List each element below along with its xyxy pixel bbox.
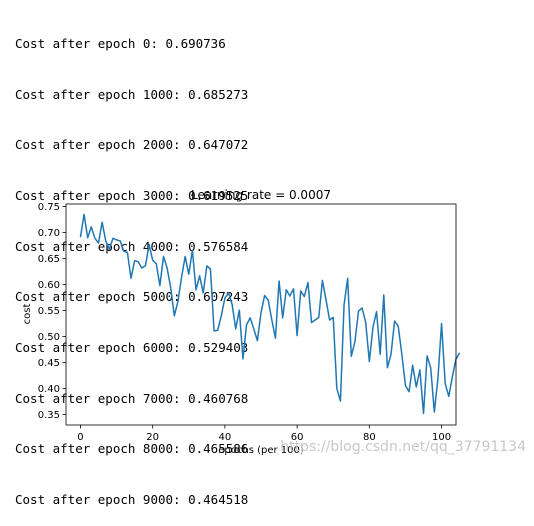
log-line: Cost after epoch 8000: 0.465586 (15, 441, 249, 457)
log-line: Cost after epoch 2000: 0.647072 (15, 137, 249, 153)
x-tick-label: 40 (219, 432, 232, 443)
x-axis-label: epochs (per 100) (218, 445, 304, 456)
y-tick-label: 0.50 (38, 332, 60, 343)
x-tick-label: 80 (363, 432, 376, 443)
cost-series-line (79, 213, 461, 415)
log-line: Cost after epoch 3000: 0.619525 (15, 187, 249, 203)
y-tick-label: 0.65 (38, 254, 60, 265)
y-tick-label: 0.75 (38, 202, 60, 213)
x-tick-label: 60 (291, 432, 304, 443)
x-tick-label: 100 (432, 432, 451, 443)
axis-ticks: 0 20 40 60 80 100 0.35 0.40 0.45 0.50 0.55 0.60 0.65… (38, 202, 451, 443)
plot-frame (65, 203, 457, 426)
log-line: Cost after epoch 1000: 0.685273 (15, 86, 249, 102)
y-tick-label: 0.40 (38, 384, 60, 395)
chart-title: Learning rate = 0.0007 (191, 188, 331, 202)
x-tick-label: 20 (146, 432, 159, 443)
log-line: Cost after epoch 0: 0.690736 (15, 35, 226, 51)
watermark: https://blog.csdn.net/qq_37791134 (280, 439, 526, 455)
log-line: Cost after epoch 6000: 0.529403 (15, 340, 249, 356)
output-log: Cost after epoch 0: 0.690736 Cost after … (15, 2, 248, 526)
y-tick-label: 0.35 (38, 410, 60, 421)
y-tick-label: 0.55 (38, 306, 60, 317)
cost-chart: Learning rate = 0.0007 0 20 40 60 80 1000.350… (22, 188, 526, 456)
log-line: Cost after epoch 4000: 0.576584 (15, 238, 249, 254)
log-line: Cost after epoch 9000: 0.464518 (15, 492, 249, 508)
log-line: Cost after epoch 7000: 0.460768 (15, 390, 249, 406)
y-tick-label: 0.45 (38, 358, 60, 369)
y-axis-label: cost (22, 304, 33, 325)
y-tick-label: 0.60 (38, 280, 60, 291)
x-tick-label: 0 (77, 432, 83, 443)
y-tick-label: 0.70 (38, 228, 60, 239)
